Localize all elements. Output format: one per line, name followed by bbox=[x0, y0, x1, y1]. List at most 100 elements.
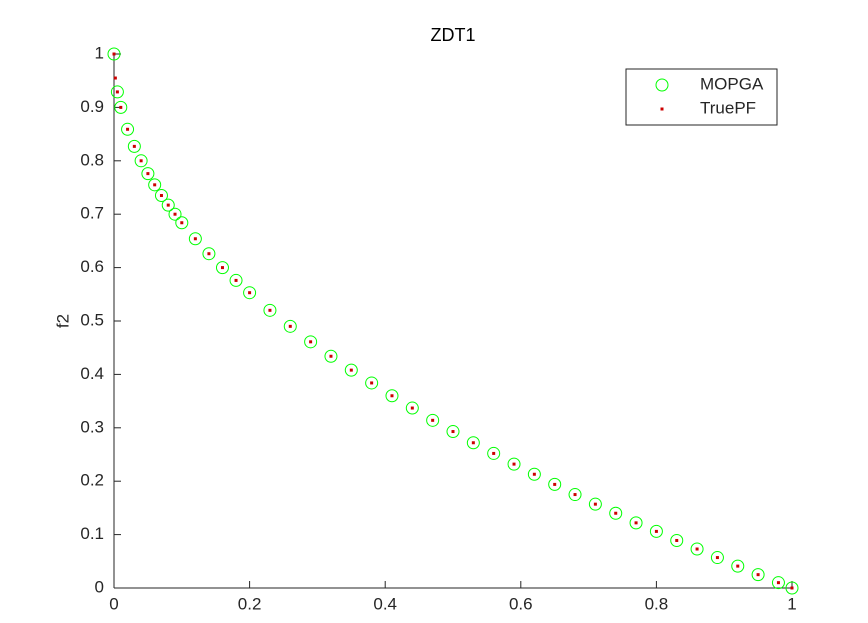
data-point bbox=[670, 533, 684, 547]
data-point bbox=[161, 198, 175, 212]
data-point bbox=[113, 76, 117, 80]
data-point bbox=[690, 542, 704, 556]
data-point bbox=[573, 493, 577, 497]
data-point bbox=[119, 105, 123, 109]
data-point bbox=[446, 425, 460, 439]
legend-label: MOPGA bbox=[700, 74, 764, 93]
data-point bbox=[202, 247, 216, 261]
data-point bbox=[180, 221, 184, 225]
y-tick-label: 0.4 bbox=[80, 364, 104, 383]
y-tick-label: 0.2 bbox=[80, 471, 104, 490]
data-point bbox=[193, 237, 197, 241]
data-point bbox=[168, 207, 182, 221]
data-point bbox=[188, 232, 202, 246]
data-point bbox=[385, 389, 399, 403]
data-point bbox=[309, 340, 313, 344]
legend-label: TruePF bbox=[700, 98, 756, 117]
data-point bbox=[243, 286, 257, 300]
data-point bbox=[451, 430, 455, 434]
y-axis-label: f2 bbox=[53, 314, 72, 328]
legend-box bbox=[625, 68, 778, 126]
data-point bbox=[173, 212, 177, 216]
data-point bbox=[175, 216, 189, 230]
data-point bbox=[649, 524, 663, 538]
data-point bbox=[159, 194, 163, 198]
data-point bbox=[126, 127, 130, 131]
data-point bbox=[553, 482, 557, 486]
y-tick-label: 0.9 bbox=[80, 97, 104, 116]
y-tick-label: 0.8 bbox=[80, 150, 104, 169]
data-point bbox=[263, 303, 277, 317]
y-tick-label: 0.3 bbox=[80, 417, 104, 436]
data-point bbox=[654, 529, 658, 533]
x-tick-label: 0.8 bbox=[645, 594, 669, 613]
data-point bbox=[107, 47, 121, 61]
data-point bbox=[121, 122, 135, 136]
data-point bbox=[146, 172, 150, 176]
data-point bbox=[771, 576, 785, 590]
data-point bbox=[349, 368, 353, 372]
data-point bbox=[268, 308, 272, 312]
data-point bbox=[751, 568, 765, 582]
data-point bbox=[588, 497, 602, 511]
y-tick-label: 0.1 bbox=[80, 524, 104, 543]
data-point bbox=[114, 100, 128, 114]
y-tick-label: 0.7 bbox=[80, 204, 104, 223]
data-point bbox=[248, 291, 252, 295]
data-point bbox=[139, 159, 143, 163]
data-point bbox=[629, 516, 643, 530]
data-point bbox=[288, 324, 292, 328]
data-point bbox=[153, 183, 157, 187]
data-point bbox=[710, 551, 724, 565]
legend-marker bbox=[660, 107, 664, 111]
data-point bbox=[220, 266, 224, 270]
data-point bbox=[207, 252, 211, 256]
data-point bbox=[593, 502, 597, 506]
data-point bbox=[110, 85, 124, 99]
data-point bbox=[487, 446, 501, 460]
data-point bbox=[776, 581, 780, 585]
data-point bbox=[634, 521, 638, 525]
x-tick-label: 0.4 bbox=[373, 594, 397, 613]
x-tick-label: 0.6 bbox=[509, 594, 533, 613]
x-tick-label: 1 bbox=[787, 594, 796, 613]
data-point bbox=[134, 154, 148, 168]
data-point bbox=[304, 335, 318, 349]
data-point bbox=[785, 581, 799, 595]
data-point bbox=[675, 538, 679, 542]
data-point bbox=[426, 413, 440, 427]
y-tick-label: 0 bbox=[95, 577, 104, 596]
data-point bbox=[609, 506, 623, 520]
data-point bbox=[405, 401, 419, 415]
data-point bbox=[365, 376, 379, 390]
data-point bbox=[154, 189, 168, 203]
chart-title: ZDT1 bbox=[431, 25, 476, 45]
data-point bbox=[132, 144, 136, 148]
data-point bbox=[166, 203, 170, 207]
data-point bbox=[344, 363, 358, 377]
data-point bbox=[695, 547, 699, 551]
data-point bbox=[756, 573, 760, 577]
data-point bbox=[112, 52, 116, 56]
data-point bbox=[790, 586, 794, 590]
data-point bbox=[283, 319, 297, 333]
data-point bbox=[548, 477, 562, 491]
data-point bbox=[507, 457, 521, 471]
y-tick-label: 0.6 bbox=[80, 257, 104, 276]
data-point bbox=[527, 467, 541, 481]
legend-marker bbox=[655, 78, 669, 92]
x-tick-label: 0 bbox=[109, 594, 118, 613]
data-point bbox=[736, 564, 740, 568]
data-point bbox=[215, 261, 229, 275]
data-point bbox=[148, 178, 162, 192]
data-point bbox=[370, 381, 374, 385]
data-point bbox=[715, 556, 719, 560]
data-point bbox=[390, 394, 394, 398]
data-point bbox=[492, 451, 496, 455]
data-point bbox=[229, 273, 243, 287]
data-point bbox=[431, 418, 435, 422]
data-point bbox=[614, 511, 618, 515]
data-point bbox=[324, 349, 338, 363]
data-point bbox=[471, 441, 475, 445]
